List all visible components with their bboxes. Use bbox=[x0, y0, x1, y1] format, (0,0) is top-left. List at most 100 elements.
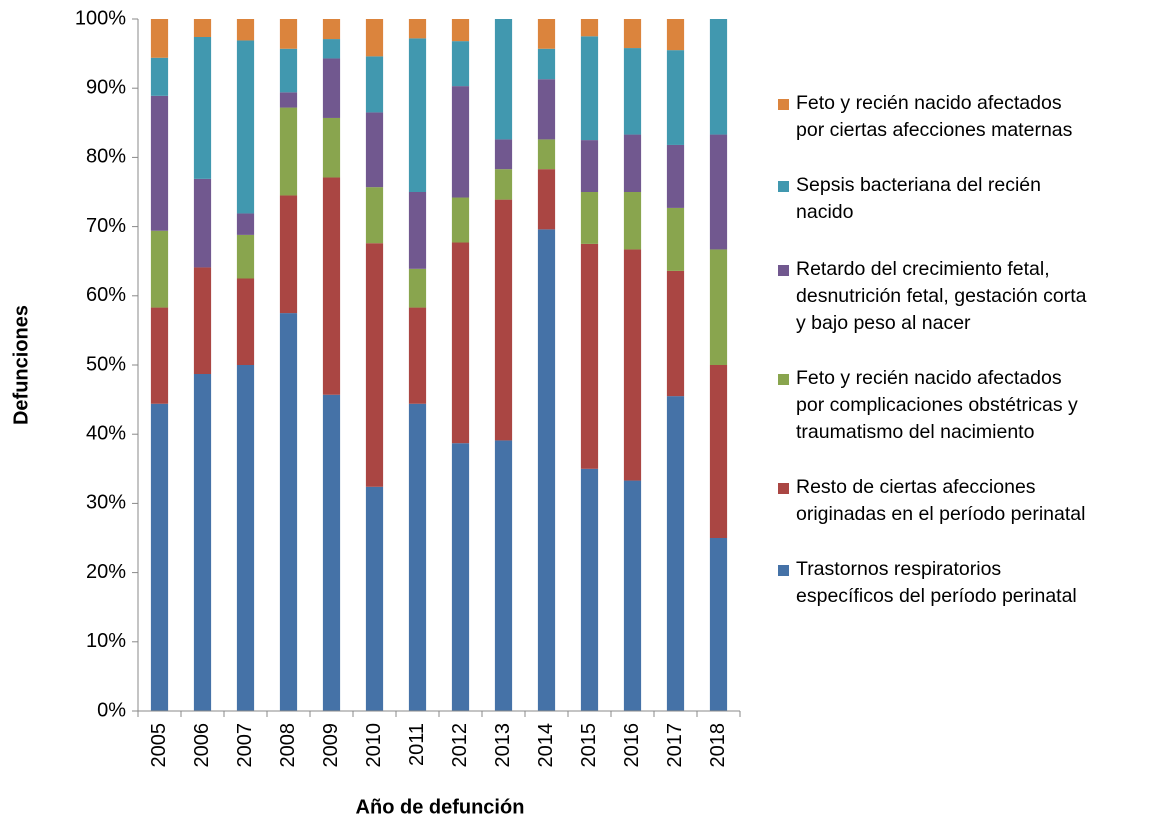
bar-segment bbox=[279, 313, 298, 711]
bar-segment bbox=[623, 19, 642, 49]
bar-segment bbox=[623, 134, 642, 192]
legend-label: Sepsis bacteriana del recién nacido bbox=[796, 174, 1041, 223]
legend-item: Feto y recién nacido afectados por ciert… bbox=[778, 90, 1148, 144]
bar-segment bbox=[494, 139, 513, 170]
bar-segment bbox=[150, 19, 169, 58]
bar-segment bbox=[236, 278, 255, 365]
bar-segment bbox=[666, 270, 685, 397]
bar-segment bbox=[451, 41, 470, 87]
bar-segment bbox=[537, 19, 556, 49]
bar-segment bbox=[537, 79, 556, 140]
bar-segment bbox=[408, 307, 427, 404]
legend-item: Trastornos respiratorios específicos del… bbox=[778, 556, 1148, 610]
bar-segment bbox=[279, 107, 298, 196]
x-tick-label: 2014 bbox=[535, 723, 557, 768]
bar-segment bbox=[322, 117, 341, 178]
legend-swatch bbox=[778, 265, 789, 276]
bar-segment bbox=[236, 40, 255, 214]
bar-segment bbox=[494, 440, 513, 711]
bar-segment bbox=[623, 192, 642, 250]
x-tick-label: 2006 bbox=[191, 723, 213, 768]
bar-segment bbox=[365, 187, 384, 244]
bar-segment bbox=[709, 134, 728, 250]
bar-segment bbox=[451, 197, 470, 243]
bar-segment bbox=[408, 268, 427, 308]
bar-segment bbox=[236, 365, 255, 711]
bar-segment bbox=[580, 192, 599, 244]
y-tick-label: 40% bbox=[86, 422, 126, 444]
legend: Feto y recién nacido afectados por ciert… bbox=[778, 90, 1148, 610]
bar-segment bbox=[150, 95, 169, 231]
y-axis-title: Defunciones bbox=[10, 305, 32, 425]
legend-label: Resto de ciertas afecciones originadas e… bbox=[796, 476, 1086, 525]
x-tick-label: 2018 bbox=[707, 723, 729, 768]
bar-segment bbox=[666, 207, 685, 271]
bar-segment bbox=[537, 169, 556, 230]
bar-segment bbox=[150, 230, 169, 308]
bar-segment bbox=[279, 48, 298, 93]
bar-segment bbox=[451, 86, 470, 198]
bar-segment bbox=[494, 19, 513, 140]
bar-segment bbox=[150, 403, 169, 711]
y-tick-label: 70% bbox=[86, 215, 126, 237]
legend-swatch bbox=[778, 565, 789, 576]
bar-segment bbox=[365, 19, 384, 57]
legend-swatch bbox=[778, 99, 789, 110]
bar-segment bbox=[537, 48, 556, 80]
bar-segment bbox=[623, 48, 642, 135]
bar-segment bbox=[666, 396, 685, 711]
x-tick-label: 2016 bbox=[621, 723, 643, 768]
bar-segment bbox=[408, 192, 427, 269]
bar-segment bbox=[537, 229, 556, 712]
bar-segment bbox=[408, 38, 427, 192]
x-tick-label: 2012 bbox=[449, 723, 471, 768]
legend-label: Retardo del crecimiento fetal, desnutric… bbox=[796, 258, 1087, 334]
x-tick-label: 2009 bbox=[320, 723, 342, 768]
legend-swatch bbox=[778, 374, 789, 385]
bar-segment bbox=[494, 169, 513, 200]
bar-segment bbox=[580, 19, 599, 37]
legend-item: Sepsis bacteriana del recién nacido bbox=[778, 172, 1148, 226]
bar-segment bbox=[408, 403, 427, 711]
bar-segment bbox=[193, 36, 212, 179]
x-tick-label: 2011 bbox=[406, 723, 428, 766]
legend-label: Trastornos respiratorios específicos del… bbox=[796, 558, 1077, 607]
bar-segment bbox=[494, 199, 513, 441]
legend-item: Retardo del crecimiento fetal, desnutric… bbox=[778, 256, 1148, 337]
y-tick-label: 20% bbox=[86, 561, 126, 583]
bar-segment bbox=[193, 267, 212, 374]
legend-swatch bbox=[778, 181, 789, 192]
x-tick-label: 2013 bbox=[492, 723, 514, 768]
y-tick-label: 50% bbox=[86, 353, 126, 375]
bar-segment bbox=[365, 486, 384, 711]
y-tick-label: 0% bbox=[97, 699, 126, 721]
y-tick-label: 80% bbox=[86, 146, 126, 168]
x-tick-label: 2005 bbox=[148, 723, 170, 768]
x-tick-label: 2007 bbox=[234, 723, 256, 768]
bar-segment bbox=[709, 249, 728, 365]
bar-segment bbox=[365, 112, 384, 188]
bar-segment bbox=[322, 58, 341, 118]
bar-segment bbox=[150, 307, 169, 404]
y-tick-label: 90% bbox=[86, 76, 126, 98]
bar-segment bbox=[666, 50, 685, 145]
bar-segment bbox=[150, 57, 169, 96]
y-tick-label: 10% bbox=[86, 630, 126, 652]
bar-segment bbox=[193, 19, 212, 37]
bar-segment bbox=[322, 19, 341, 40]
bar-segment bbox=[365, 56, 384, 113]
legend-item: Resto de ciertas afecciones originadas e… bbox=[778, 474, 1148, 528]
bar-segment bbox=[623, 249, 642, 481]
legend-swatch bbox=[778, 483, 789, 494]
x-tick-label: 2010 bbox=[363, 723, 385, 768]
bar-segment bbox=[666, 144, 685, 208]
bar-segment bbox=[709, 19, 728, 135]
bar-segment bbox=[279, 19, 298, 49]
bar-segment bbox=[408, 19, 427, 39]
bar-segment bbox=[451, 19, 470, 42]
x-axis-title: Año de defunción bbox=[356, 796, 525, 818]
bar-segment bbox=[193, 373, 212, 711]
bar-segment bbox=[236, 234, 255, 279]
